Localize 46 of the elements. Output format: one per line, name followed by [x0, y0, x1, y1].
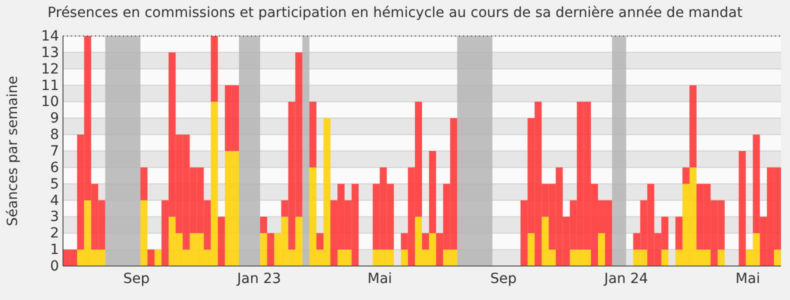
bar [210, 36, 218, 102]
y-tick-label: 4 [50, 192, 60, 209]
y-tick-label: 9 [50, 110, 59, 127]
bar [682, 167, 690, 184]
y-axis-title: Séances par semaine [5, 76, 21, 226]
y-tick-label: 2 [50, 226, 59, 242]
bar [147, 250, 155, 266]
bar [154, 250, 162, 266]
x-tick-label: Mai [367, 270, 392, 287]
bar [260, 233, 268, 266]
y-tick-label: 6 [50, 160, 60, 176]
x-tick-label: Sep [123, 270, 150, 287]
bar [774, 250, 781, 266]
y-tick-label: 8 [50, 127, 59, 144]
x-tick-label: Jan 24 [603, 270, 648, 287]
bar [738, 151, 746, 266]
bar [429, 151, 436, 234]
bar [675, 216, 682, 250]
y-tick-label: 13 [41, 44, 59, 61]
bar [218, 216, 225, 266]
y-tick-label: 1 [50, 242, 59, 258]
bar [140, 200, 148, 266]
bar [140, 167, 148, 200]
bar [718, 250, 725, 266]
y-tick-label: 11 [41, 78, 59, 94]
y-tick-label: 10 [41, 94, 59, 110]
y-tick-label: 7 [50, 143, 59, 160]
bar [260, 216, 268, 234]
x-tick-label: Jan 23 [236, 270, 282, 287]
bar [422, 233, 430, 250]
x-tick-label: Sep [490, 270, 517, 287]
y-tick-label: 0 [50, 258, 59, 274]
bar [316, 233, 324, 250]
bar [528, 233, 535, 266]
y-tick-label: 14 [41, 28, 60, 44]
y-tick-label: 3 [50, 209, 59, 226]
bar [598, 233, 606, 266]
y-tick-label: 12 [41, 61, 59, 78]
bar [267, 233, 274, 266]
bar [309, 102, 316, 168]
x-tick-label: Mai [736, 270, 760, 287]
chart-title: Présences en commissions et participation en hémicycle au cours de sa dernière année de mandat [48, 5, 743, 21]
bar [400, 250, 408, 266]
bar [689, 85, 697, 168]
y-tick-label: 5 [50, 176, 59, 192]
bar [661, 250, 668, 266]
